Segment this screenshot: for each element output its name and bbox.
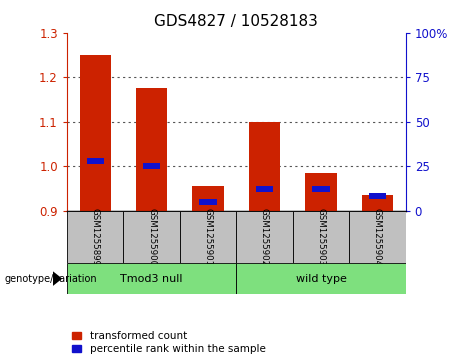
Bar — [293, 211, 349, 263]
Bar — [369, 193, 386, 199]
Bar — [349, 211, 406, 263]
Bar — [136, 88, 167, 211]
Text: wild type: wild type — [296, 274, 346, 284]
Text: GSM1255901: GSM1255901 — [203, 208, 213, 266]
Bar — [123, 211, 180, 263]
Bar — [313, 186, 330, 192]
Bar — [87, 158, 104, 164]
Bar — [67, 211, 123, 263]
Bar — [249, 122, 280, 211]
Bar — [306, 173, 337, 211]
Text: GSM1255900: GSM1255900 — [147, 208, 156, 266]
Text: Tmod3 null: Tmod3 null — [120, 274, 183, 284]
Text: genotype/variation: genotype/variation — [5, 274, 97, 284]
Text: GSM1255903: GSM1255903 — [316, 208, 325, 266]
Polygon shape — [53, 272, 62, 286]
Bar — [143, 163, 160, 169]
Bar — [180, 211, 236, 263]
Bar — [193, 186, 224, 211]
Legend: transformed count, percentile rank within the sample: transformed count, percentile rank withi… — [72, 331, 266, 354]
Bar — [200, 199, 217, 205]
Text: GSM1255904: GSM1255904 — [373, 208, 382, 266]
Bar — [67, 263, 236, 294]
Title: GDS4827 / 10528183: GDS4827 / 10528183 — [154, 14, 318, 29]
Bar — [236, 211, 293, 263]
Text: GSM1255902: GSM1255902 — [260, 208, 269, 266]
Bar — [362, 195, 393, 211]
Bar — [256, 186, 273, 192]
Bar — [236, 263, 406, 294]
Text: GSM1255899: GSM1255899 — [90, 208, 100, 266]
Bar — [80, 55, 111, 211]
